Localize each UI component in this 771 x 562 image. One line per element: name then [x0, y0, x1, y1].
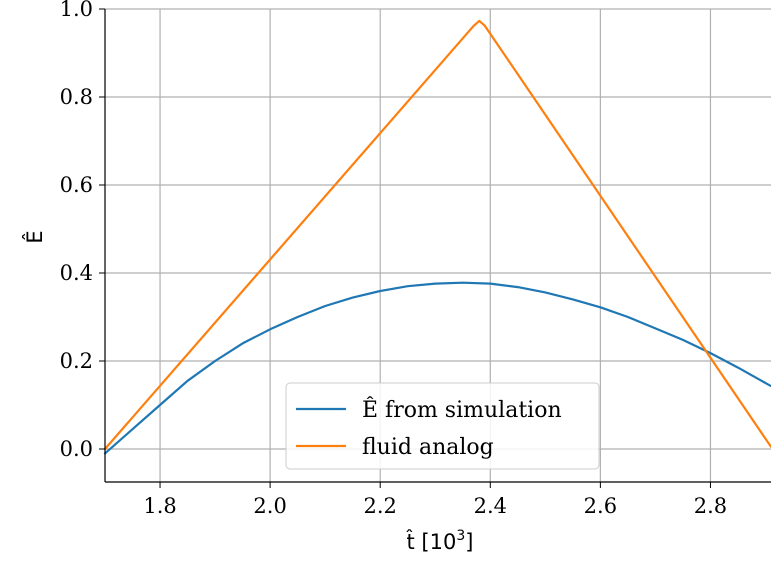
x-axis-label-close: ] — [465, 530, 473, 554]
legend-label-fluid-analog: fluid analog — [362, 435, 494, 460]
axes — [104, 9, 771, 483]
y-tick-label: 0.0 — [60, 437, 93, 461]
ticks: 1.8 2.0 2.2 2.4 2.6 2.8 0.0 0.2 0.4 0.6 0.8 1.0 — [60, 0, 728, 518]
series-lines — [103, 19, 771, 455]
x-axis-label-exponent: 3 — [456, 528, 465, 544]
y-tick-label: 0.8 — [60, 85, 93, 109]
legend: Ê from simulation fluid analog — [285, 382, 600, 470]
legend-box — [285, 382, 600, 470]
x-tick-label: 2.8 — [694, 494, 727, 518]
x-tick-label: 2.2 — [364, 494, 397, 518]
series-line-simulation — [103, 281, 771, 455]
x-tick-label: 2.0 — [253, 494, 286, 518]
x-tick-label: 2.4 — [474, 494, 507, 518]
y-axis-label: Ê — [22, 230, 47, 243]
legend-label-simulation: Ê from simulation — [362, 396, 562, 423]
y-tick-label: 0.4 — [60, 261, 93, 285]
series-line-fluid-analog — [103, 19, 771, 451]
x-axis-label: t̂ [103] — [406, 528, 474, 554]
y-tick-label: 0.6 — [60, 173, 93, 197]
grid — [105, 8, 771, 482]
x-axis-label-main: t̂ [10 — [406, 529, 457, 554]
y-tick-label: 1.0 — [60, 0, 93, 21]
x-tick-label: 2.6 — [584, 494, 617, 518]
x-tick-label: 1.8 — [143, 494, 176, 518]
y-tick-label: 0.2 — [60, 349, 93, 373]
